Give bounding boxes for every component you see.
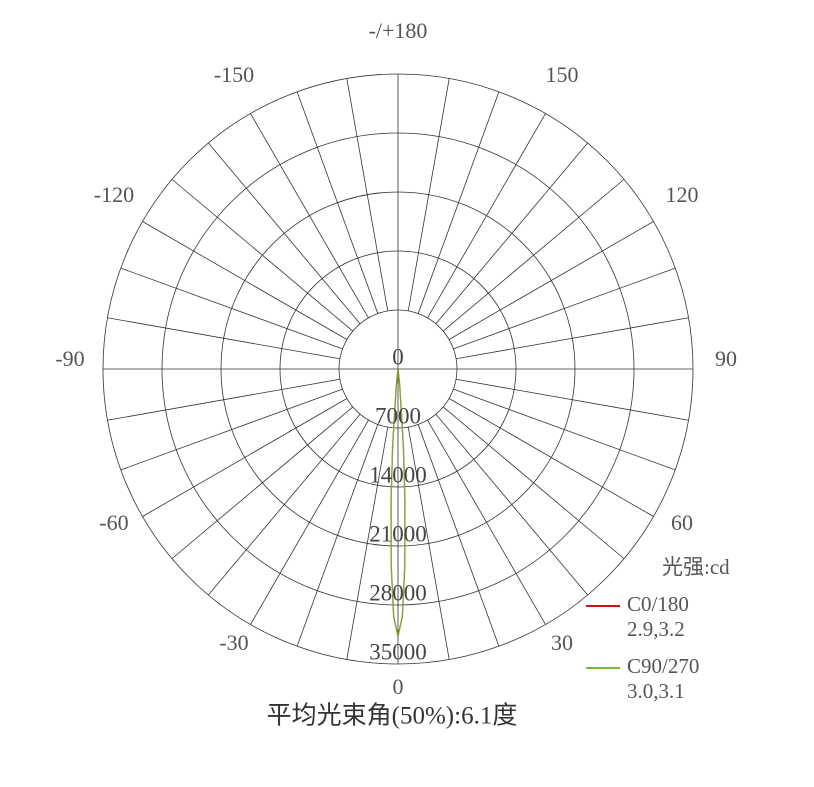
r-tick-label: 7000 (375, 403, 421, 428)
angle-tick-label: -120 (94, 182, 134, 207)
angle-tick-label: 90 (715, 346, 737, 371)
angle-tick-label: -60 (99, 510, 128, 535)
angle-tick-label: -30 (219, 630, 248, 655)
angle-tick-label: -/+180 (369, 18, 428, 43)
legend-label: C90/270 (627, 654, 699, 678)
curves (390, 368, 406, 637)
ring (161, 132, 635, 606)
legend-beam-angles: 2.9,3.2 (627, 617, 685, 641)
angle-tick-label: 120 (666, 182, 699, 207)
r-tick-label: 14000 (369, 462, 427, 487)
grid (102, 73, 694, 665)
ring (220, 191, 576, 547)
legend-title: 光强:cd (662, 555, 730, 579)
r-tick-label: 28000 (369, 580, 427, 605)
r-tick-label: 21000 (369, 521, 427, 546)
ring (102, 73, 694, 665)
angle-tick-label: -150 (214, 62, 254, 87)
ring (279, 250, 517, 488)
intensity-curve (390, 368, 406, 637)
angle-tick-label: 150 (546, 62, 579, 87)
r-tick-label: 35000 (369, 639, 427, 664)
legend-beam-angles: 3.0,3.1 (627, 679, 685, 703)
legend-label: C0/180 (627, 592, 689, 616)
angle-tick-label: 60 (671, 510, 693, 535)
angle-tick-label: -90 (55, 346, 84, 371)
labels: 0 7000 14000 21000 28000 35000 -/+180 150 120 90 6… (55, 18, 737, 703)
beam-angle-note: 平均光束角(50%):6.1度 (267, 702, 518, 730)
angle-tick-label: 30 (551, 630, 573, 655)
ring (338, 309, 458, 429)
angle-tick-label: 0 (393, 674, 404, 699)
r-tick-label: 0 (392, 344, 404, 369)
